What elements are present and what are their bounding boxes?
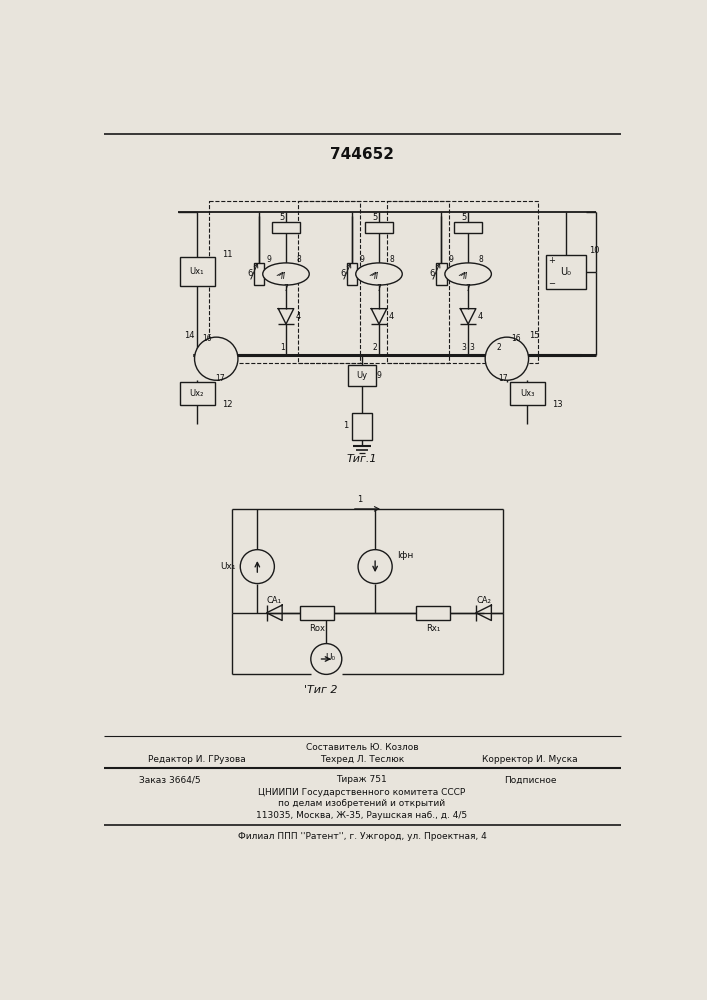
Text: 12: 12	[222, 400, 232, 409]
Text: U₀: U₀	[325, 653, 335, 662]
Ellipse shape	[445, 263, 491, 285]
Bar	[365, 222, 393, 233]
Bar	[300, 606, 334, 620]
Text: 7: 7	[284, 284, 288, 293]
Text: 13: 13	[552, 400, 563, 409]
Text: Ux₁: Ux₁	[189, 267, 204, 276]
Text: 17: 17	[498, 374, 508, 383]
Text: 16: 16	[511, 334, 521, 343]
Text: Филиал ППП ''Pатент'', г. Ужгород, ул. Проектная, 4: Филиал ППП ''Pатент'', г. Ужгород, ул. П…	[238, 832, 486, 841]
Text: Rx₁: Rx₁	[426, 624, 440, 633]
Text: +: +	[549, 256, 555, 265]
Text: Rох: Rох	[309, 624, 325, 633]
Text: 'Τиг 2: 'Τиг 2	[304, 685, 338, 695]
Text: Iфн: Iфн	[397, 551, 413, 560]
Text: Редактор И. ГРузова: Редактор И. ГРузова	[148, 755, 246, 764]
Text: Uy: Uy	[356, 371, 368, 380]
Circle shape	[240, 550, 274, 584]
Text: 3: 3	[462, 343, 467, 352]
Text: 744652: 744652	[330, 147, 394, 162]
Text: 8: 8	[297, 255, 301, 264]
Text: Ux₃: Ux₃	[520, 389, 534, 398]
Text: 3: 3	[469, 343, 474, 352]
Bar	[298, 201, 449, 363]
Text: 7: 7	[377, 284, 382, 293]
Text: 113035, Москва, Ж-35, Раушская наб., д. 4/5: 113035, Москва, Ж-35, Раушская наб., д. …	[257, 811, 467, 820]
Text: 6: 6	[340, 269, 346, 278]
Text: Ux₂: Ux₂	[189, 389, 204, 398]
Text: 7: 7	[466, 284, 471, 293]
Bar	[510, 382, 545, 405]
Bar	[454, 222, 482, 233]
Bar	[209, 201, 360, 363]
Text: Корректор И. Муска: Корректор И. Муска	[482, 755, 578, 764]
Bar	[180, 257, 215, 286]
Text: по делам изобретений и открытий: по делам изобретений и открытий	[279, 799, 445, 808]
Text: 6: 6	[247, 269, 252, 278]
Bar	[387, 201, 538, 363]
Text: 14: 14	[184, 331, 194, 340]
Text: 10: 10	[589, 246, 600, 255]
Text: 4: 4	[389, 312, 394, 321]
Text: 9: 9	[449, 255, 454, 264]
Bar	[346, 263, 358, 285]
Text: 5: 5	[373, 213, 378, 222]
Bar	[272, 222, 300, 233]
Ellipse shape	[263, 263, 309, 285]
Text: 2: 2	[373, 343, 378, 352]
Text: 9: 9	[267, 255, 271, 264]
Text: U₀: U₀	[560, 267, 571, 277]
Bar	[416, 606, 450, 620]
Text: Составитель Ю. Козлов: Составитель Ю. Козлов	[305, 743, 419, 752]
Bar	[348, 365, 376, 386]
Text: 1: 1	[343, 421, 348, 430]
Circle shape	[485, 337, 529, 380]
Text: 5: 5	[462, 213, 467, 222]
Text: 15: 15	[529, 331, 539, 340]
Circle shape	[311, 644, 341, 674]
Text: CA₁: CA₁	[267, 596, 282, 605]
Circle shape	[358, 550, 392, 584]
Text: Τиг.1: Τиг.1	[346, 454, 378, 464]
Bar	[546, 255, 586, 289]
Text: 11: 11	[222, 250, 232, 259]
Text: 9: 9	[377, 371, 382, 380]
Bar	[180, 382, 215, 405]
Text: 2: 2	[497, 343, 501, 352]
Bar	[254, 263, 264, 285]
Bar	[436, 263, 447, 285]
Text: 17: 17	[216, 374, 225, 383]
Text: 9: 9	[360, 255, 365, 264]
Text: Тираж 751: Тираж 751	[337, 775, 387, 784]
Text: 6: 6	[429, 269, 435, 278]
Text: 1: 1	[357, 495, 362, 504]
Text: 4: 4	[478, 312, 483, 321]
Text: Подписное: Подписное	[504, 775, 556, 784]
Text: ЦНИИПИ Государственного комитета СССР: ЦНИИПИ Государственного комитета СССР	[258, 788, 466, 797]
Circle shape	[194, 337, 238, 380]
Text: 16: 16	[202, 334, 212, 343]
Text: CA₂: CA₂	[477, 596, 491, 605]
Text: 8: 8	[390, 255, 395, 264]
Text: 8: 8	[479, 255, 484, 264]
Ellipse shape	[356, 263, 402, 285]
Text: 1: 1	[280, 343, 284, 352]
Text: 4: 4	[296, 312, 301, 321]
Text: Заказ 3664/5: Заказ 3664/5	[139, 775, 201, 784]
Text: −: −	[549, 279, 555, 288]
Text: Техред Л. Теслюк: Техред Л. Теслюк	[320, 755, 404, 764]
Text: 5: 5	[279, 213, 285, 222]
Text: Ux₁: Ux₁	[220, 562, 235, 571]
Bar	[352, 413, 372, 440]
